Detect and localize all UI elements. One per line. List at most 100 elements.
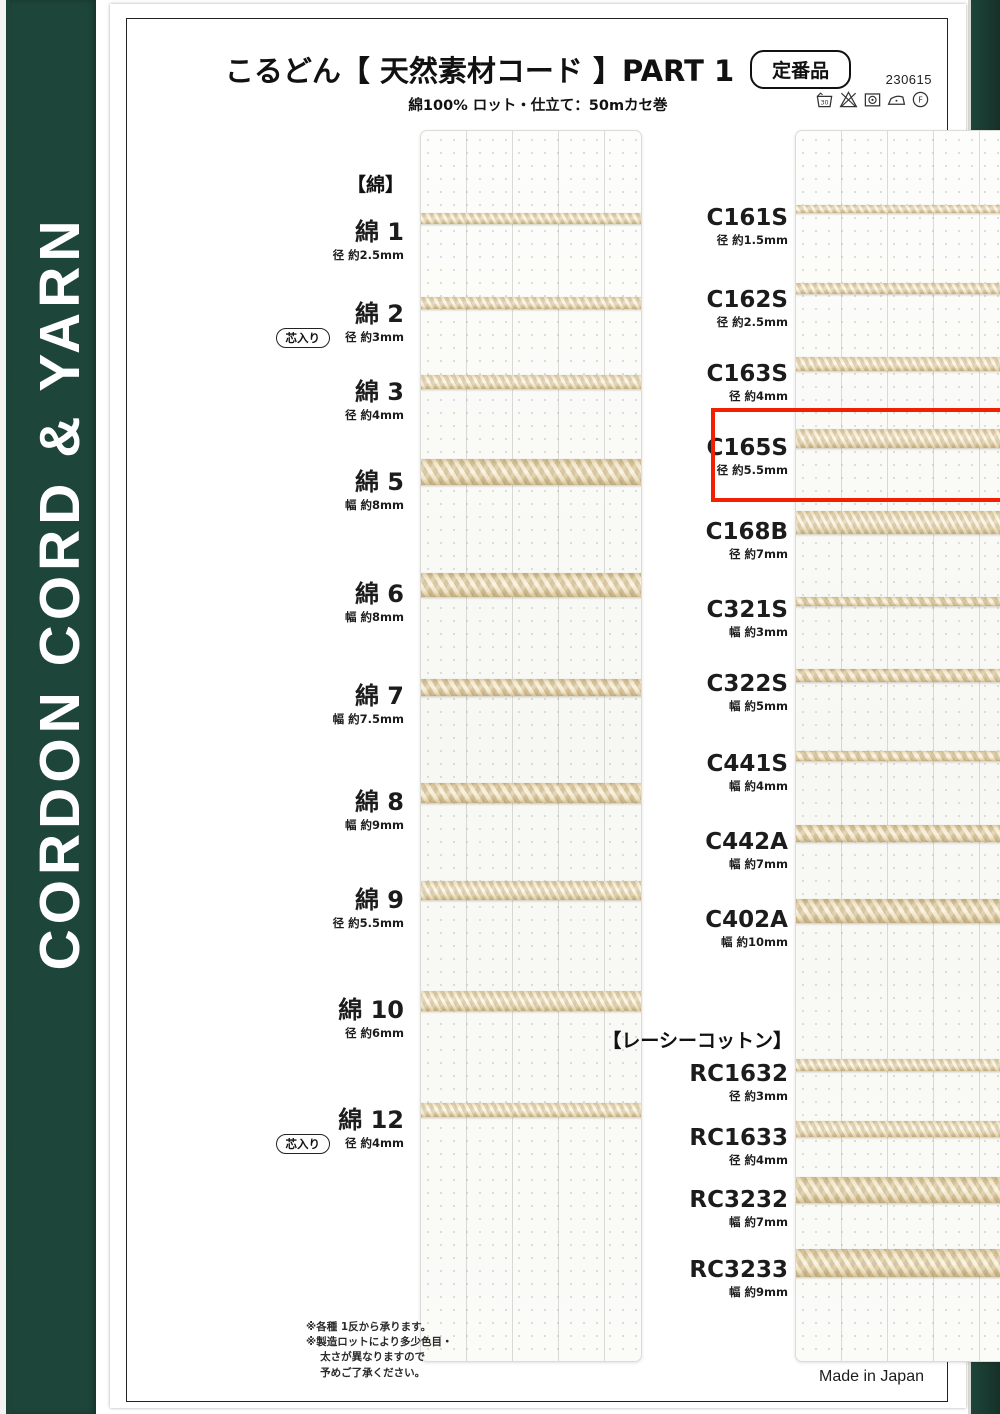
swatch-label[interactable]: C161S 径 約1.5mm xyxy=(707,206,788,248)
cord-sample xyxy=(796,1121,1000,1137)
swatch-spec: 幅 約8mm xyxy=(345,610,404,625)
dryclean-f-icon: F xyxy=(912,91,929,108)
swatch-label[interactable]: 綿 12 径 約4mm xyxy=(338,1107,404,1151)
swatch-label[interactable]: C441S 幅 約4mm xyxy=(707,752,788,794)
cord-sample xyxy=(796,205,1000,213)
swatch-label[interactable]: 綿 3 径 約4mm xyxy=(345,378,404,423)
swatch-label[interactable]: RC1632 径 約3mm xyxy=(689,1062,788,1104)
swatch-label[interactable]: C321S 幅 約3mm xyxy=(707,598,788,640)
iron-icon xyxy=(887,95,906,105)
footnote-text: ※各種 1反から承ります。 ※製造ロットにより多少色目・ 太さが異なりますので … xyxy=(306,1321,453,1379)
swatch-name: C162S xyxy=(706,287,788,313)
swatch-name: C442A xyxy=(705,829,788,855)
swatch-name: 綿 10 xyxy=(338,996,404,1024)
cord-sample xyxy=(421,573,641,597)
swatch-name: RC1633 xyxy=(689,1125,788,1151)
swatch-spec: 径 約4mm xyxy=(345,1136,404,1151)
document-code: 230615 xyxy=(885,72,932,87)
brand-spine-panel xyxy=(10,0,96,1414)
core-included-tag: 芯入り xyxy=(275,328,330,348)
swatch-spec: 径 約6mm xyxy=(345,1026,404,1041)
swatch-label[interactable]: RC3232 幅 約7mm xyxy=(689,1188,788,1230)
swatch-label[interactable]: RC3233 幅 約9mm xyxy=(689,1258,788,1300)
swatch-spec: 径 約2.5mm xyxy=(716,315,788,330)
swatch-label[interactable]: C162S 径 約2.5mm xyxy=(707,288,788,330)
cord-sample xyxy=(796,751,1000,761)
wash-30-icon: 30 xyxy=(816,92,833,108)
cord-sample xyxy=(796,1249,1000,1277)
swatch-name: C161S xyxy=(706,205,788,231)
swatch-spec: 幅 約5mm xyxy=(729,699,788,714)
swatch-name: 綿 9 xyxy=(354,886,404,914)
swatch-spec: 径 約4mm xyxy=(729,389,788,404)
swatch-name: C165S xyxy=(706,435,788,461)
swatch-name: 綿 3 xyxy=(354,378,404,406)
group-heading: 【レーシーコットン】 xyxy=(602,1030,792,1052)
cord-sample xyxy=(796,429,1000,448)
cord-sample xyxy=(421,783,641,803)
swatch-spec: 径 約4mm xyxy=(345,408,404,423)
cord-sample xyxy=(796,511,1000,534)
cord-sample xyxy=(421,991,641,1011)
swatch-name: C163S xyxy=(706,361,788,387)
swatch-name: 綿 2 xyxy=(354,300,404,328)
swatch-spec: 径 約2.5mm xyxy=(332,248,404,263)
svg-text:F: F xyxy=(918,96,923,105)
swatch-label[interactable]: C165S 径 約5.5mm xyxy=(707,436,788,478)
cord-sample xyxy=(796,825,1000,842)
swatch-spec: 径 約7mm xyxy=(729,547,788,562)
swatch-label[interactable]: 綿 7 幅 約7.5mm xyxy=(332,683,404,727)
swatch-label[interactable]: C163S 径 約4mm xyxy=(707,362,788,404)
swatch-name: C402A xyxy=(705,907,788,933)
swatch-label[interactable]: 綿 2 径 約3mm xyxy=(345,300,404,345)
swatch-name: C322S xyxy=(706,671,788,697)
swatch-spec: 径 約1.5mm xyxy=(716,233,788,248)
swatch-spec: 幅 約9mm xyxy=(729,1285,788,1300)
swatch-label[interactable]: C442A 幅 約7mm xyxy=(705,830,788,872)
cord-sample xyxy=(796,1177,1000,1203)
swatch-name: 綿 5 xyxy=(354,468,404,496)
swatch-name: RC3233 xyxy=(689,1257,788,1283)
group-heading: 【綿】 xyxy=(346,174,404,196)
swatch-name: 綿 8 xyxy=(354,788,404,816)
cord-sample xyxy=(796,1059,1000,1071)
brand-spine-label: CORDON CORD & YARN xyxy=(28,215,92,971)
swatch-spec: 幅 約7mm xyxy=(729,1215,788,1230)
swatch-label[interactable]: C322S 幅 約5mm xyxy=(707,672,788,714)
swatch-spec: 径 約3mm xyxy=(729,1089,788,1104)
page-title: こるどん【 天然素材コード 】PART 1 xyxy=(224,54,735,88)
swatch-name: C441S xyxy=(706,751,788,777)
card-grid-lines xyxy=(796,131,1000,1361)
swatch-spec: 幅 約7.5mm xyxy=(332,712,404,727)
cord-sample xyxy=(796,357,1000,371)
cord-sample xyxy=(421,213,641,224)
cord-sample xyxy=(421,881,641,900)
swatch-name: 綿 1 xyxy=(354,218,404,246)
cord-sample xyxy=(421,297,641,309)
core-included-tag: 芯入り xyxy=(275,1134,330,1154)
svg-text:30: 30 xyxy=(820,99,828,106)
cord-sample xyxy=(421,375,641,389)
swatch-name: 綿 6 xyxy=(354,580,404,608)
cord-sample xyxy=(796,899,1000,923)
made-in-label: Made in Japan xyxy=(819,1368,924,1385)
swatch-label[interactable]: 綿 10 径 約6mm xyxy=(338,996,404,1041)
swatch-spec: 径 約5.5mm xyxy=(332,916,404,931)
swatch-label[interactable]: 綿 5 幅 約8mm xyxy=(345,468,404,513)
swatch-label[interactable]: RC1633 径 約4mm xyxy=(689,1126,788,1168)
swatch-label[interactable]: C402A 幅 約10mm xyxy=(705,908,788,950)
title-row: こるどん【 天然素材コード 】PART 1 定番品 xyxy=(110,48,966,90)
swatch-label[interactable]: 綿 9 径 約5.5mm xyxy=(332,886,404,931)
swatch-label[interactable]: C168B 径 約7mm xyxy=(706,520,788,562)
sample-card-left xyxy=(420,130,642,1362)
swatch-spec: 径 約5.5mm xyxy=(716,463,788,478)
swatch-label[interactable]: 綿 8 幅 約9mm xyxy=(345,788,404,833)
catalog-sheet: こるどん【 天然素材コード 】PART 1 定番品 230615 綿100% ロ… xyxy=(110,4,1000,1408)
cord-sample xyxy=(421,679,641,696)
tumble-dry-icon xyxy=(864,93,881,107)
page-header: こるどん【 天然素材コード 】PART 1 定番品 230615 綿100% ロ… xyxy=(110,26,966,136)
swatch-label[interactable]: 綿 1 径 約2.5mm xyxy=(332,218,404,263)
material-spec-text: 綿100% ロット・仕立て：50mカセ巻 xyxy=(408,98,668,114)
swatch-spec: 幅 約10mm xyxy=(721,935,788,950)
swatch-label[interactable]: 綿 6 幅 約8mm xyxy=(345,580,404,625)
